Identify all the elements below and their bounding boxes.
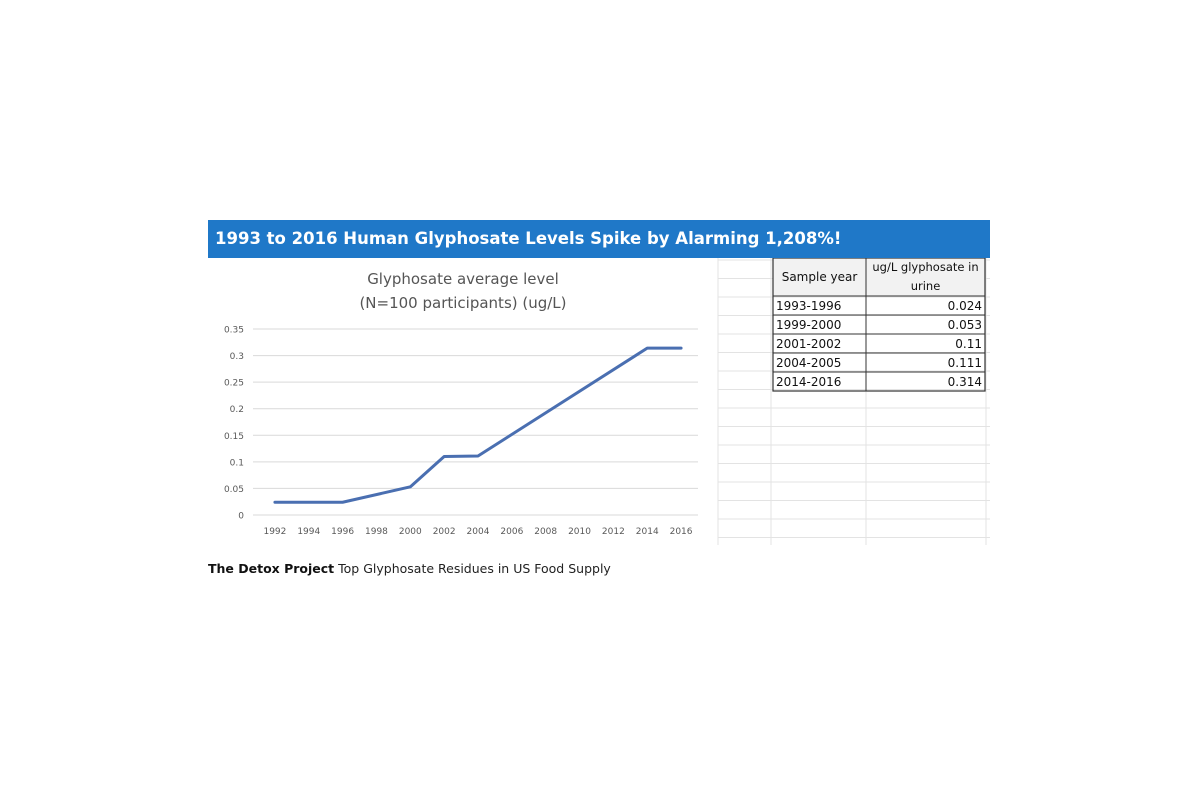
y-tick-label: 0.3 [230, 352, 244, 362]
table-cell-value: 0.024 [948, 299, 982, 313]
series-point [646, 347, 649, 349]
x-tick-label: 2000 [399, 527, 422, 537]
caption-text: Top Glyphosate Residues in US Food Suppl… [338, 561, 611, 576]
table-cell-value: 0.11 [955, 337, 982, 351]
y-tick-label: 0.05 [224, 485, 244, 495]
series-line [273, 346, 683, 504]
table-cell-year: 2014-2016 [776, 375, 841, 389]
x-tick-label: 2008 [534, 527, 557, 537]
x-tick-label: 2004 [467, 527, 490, 537]
x-tick-label: 2012 [602, 527, 625, 537]
chart-title: Glyphosate average level [367, 270, 559, 288]
y-tick-label: 0 [238, 512, 244, 522]
x-tick-label: 1994 [297, 527, 320, 537]
y-tick-label: 0.15 [224, 432, 244, 442]
series-point [443, 455, 445, 458]
table-header-glyphosate-line2: urine [911, 279, 941, 293]
x-tick-label: 2010 [568, 527, 591, 537]
table-header-bg [773, 258, 985, 296]
x-tick-label: 2002 [433, 527, 456, 537]
chart-banner-title: 1993 to 2016 Human Glyphosate Levels Spi… [208, 220, 990, 258]
chart-svg: Glyphosate average level (N=100 participa… [224, 258, 990, 545]
series-point [274, 501, 276, 504]
table-cell-year: 1999-2000 [776, 318, 841, 332]
x-tick-label: 2016 [670, 527, 693, 537]
x-tick-label: 1998 [365, 527, 388, 537]
caption: The Detox Project Top Glyphosate Residue… [208, 561, 611, 576]
spreadsheet-figure: Glyphosate average level (N=100 participa… [208, 258, 990, 545]
y-tick-label: 0.35 [224, 326, 244, 336]
table-cell-year: 2004-2005 [776, 356, 841, 370]
table-header-sample-year: Sample year [782, 270, 858, 284]
chart-subtitle: (N=100 participants) (ug/L) [359, 294, 566, 312]
table-cell-year: 1993-1996 [776, 299, 841, 313]
x-tick-label: 2014 [636, 527, 659, 537]
y-tick-label: 0.1 [230, 458, 244, 468]
x-tick-label: 2006 [500, 527, 523, 537]
caption-brand: The Detox Project [208, 561, 335, 576]
y-tick-label: 0.2 [230, 405, 244, 415]
series-point [341, 501, 344, 504]
y-tick-label: 0.25 [224, 379, 244, 389]
table-cell-value: 0.314 [948, 375, 982, 389]
table-header-glyphosate-line1: ug/L glyphosate in [872, 260, 978, 274]
series-point [477, 455, 479, 457]
x-tick-label: 1996 [331, 527, 354, 537]
table-cell-year: 2001-2002 [776, 337, 841, 351]
table-cell-value: 0.053 [948, 318, 982, 332]
x-tick-label: 1992 [263, 527, 286, 537]
series-point [409, 486, 412, 488]
series-point [680, 347, 682, 349]
table-cell-value: 0.111 [948, 356, 982, 370]
